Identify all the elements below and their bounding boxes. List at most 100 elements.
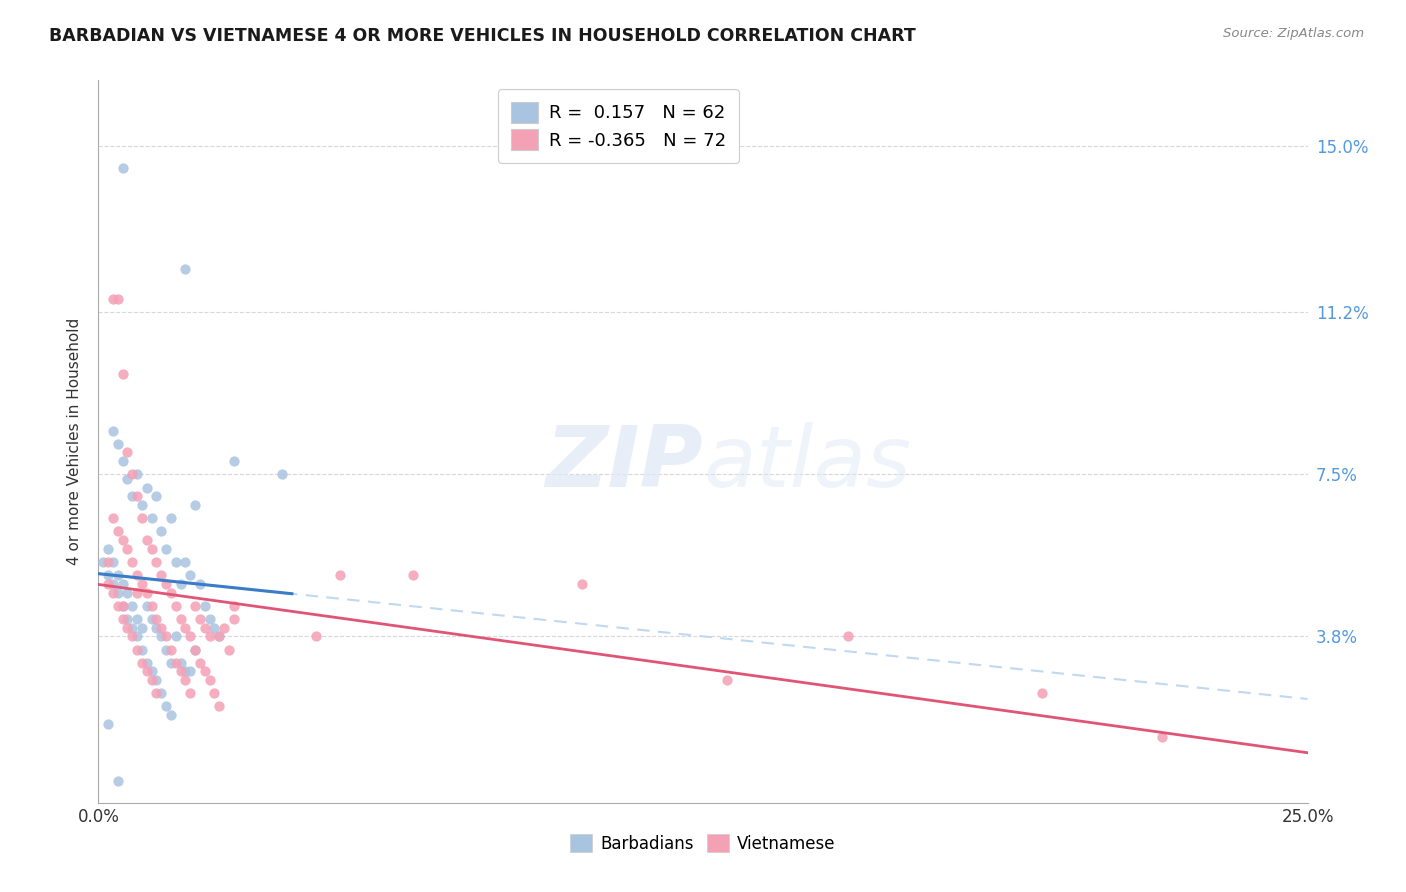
Point xyxy=(145,686,167,700)
Point xyxy=(1152,730,1174,744)
Point xyxy=(222,454,245,468)
Point xyxy=(837,629,859,643)
Point xyxy=(402,568,425,582)
Point xyxy=(101,424,124,438)
Point xyxy=(160,656,183,670)
Point xyxy=(184,642,207,657)
Point xyxy=(150,686,173,700)
Point xyxy=(101,585,124,599)
Point xyxy=(184,642,207,657)
Point xyxy=(111,367,134,381)
Point xyxy=(141,612,163,626)
Point xyxy=(127,489,149,503)
Point xyxy=(127,467,149,482)
Point xyxy=(184,498,207,512)
Point xyxy=(145,612,167,626)
Point xyxy=(174,673,197,688)
Point xyxy=(97,568,120,582)
Point xyxy=(131,577,153,591)
Point xyxy=(571,577,593,591)
Point xyxy=(179,686,201,700)
Point xyxy=(127,629,149,643)
Point xyxy=(111,577,134,591)
Point xyxy=(155,642,177,657)
Point xyxy=(135,599,157,613)
Point xyxy=(111,599,134,613)
Point xyxy=(1031,686,1053,700)
Point xyxy=(97,555,120,569)
Point xyxy=(145,621,167,635)
Point xyxy=(160,642,183,657)
Point xyxy=(169,665,191,679)
Point xyxy=(188,577,211,591)
Point xyxy=(141,541,163,556)
Point xyxy=(111,612,134,626)
Point xyxy=(107,585,129,599)
Point xyxy=(155,629,177,643)
Text: ZIP: ZIP xyxy=(546,422,703,505)
Point xyxy=(135,656,157,670)
Point xyxy=(305,629,328,643)
Point xyxy=(174,665,197,679)
Point xyxy=(111,599,134,613)
Point xyxy=(97,577,120,591)
Point xyxy=(165,555,187,569)
Y-axis label: 4 or more Vehicles in Household: 4 or more Vehicles in Household xyxy=(66,318,82,566)
Point xyxy=(117,585,139,599)
Point xyxy=(121,555,143,569)
Point xyxy=(107,524,129,539)
Point xyxy=(150,524,173,539)
Point xyxy=(145,673,167,688)
Point xyxy=(91,555,114,569)
Point xyxy=(174,261,197,276)
Point xyxy=(165,629,187,643)
Point xyxy=(141,673,163,688)
Text: Source: ZipAtlas.com: Source: ZipAtlas.com xyxy=(1223,27,1364,40)
Point xyxy=(121,621,143,635)
Point xyxy=(169,612,191,626)
Point xyxy=(127,568,149,582)
Point xyxy=(194,599,217,613)
Point xyxy=(174,555,197,569)
Point xyxy=(208,699,231,714)
Point xyxy=(131,656,153,670)
Point xyxy=(121,467,143,482)
Point xyxy=(179,629,201,643)
Point xyxy=(107,599,129,613)
Point xyxy=(150,568,173,582)
Point xyxy=(135,665,157,679)
Point xyxy=(141,599,163,613)
Point xyxy=(107,773,129,788)
Point xyxy=(208,629,231,643)
Point xyxy=(97,541,120,556)
Point xyxy=(222,599,245,613)
Point xyxy=(135,481,157,495)
Point xyxy=(198,629,221,643)
Point xyxy=(107,292,129,306)
Point xyxy=(155,699,177,714)
Point xyxy=(716,673,738,688)
Point xyxy=(131,498,153,512)
Point xyxy=(150,621,173,635)
Point xyxy=(135,533,157,547)
Point xyxy=(101,292,124,306)
Point xyxy=(135,585,157,599)
Point xyxy=(188,612,211,626)
Point xyxy=(121,489,143,503)
Point xyxy=(107,436,129,450)
Point xyxy=(204,686,226,700)
Point xyxy=(160,585,183,599)
Point xyxy=(101,511,124,525)
Point xyxy=(194,665,217,679)
Point xyxy=(101,577,124,591)
Point xyxy=(222,612,245,626)
Point xyxy=(127,642,149,657)
Point xyxy=(194,621,217,635)
Point xyxy=(212,621,235,635)
Point xyxy=(107,568,129,582)
Text: atlas: atlas xyxy=(703,422,911,505)
Point xyxy=(160,708,183,723)
Point xyxy=(204,621,226,635)
Point xyxy=(97,717,120,731)
Point xyxy=(117,472,139,486)
